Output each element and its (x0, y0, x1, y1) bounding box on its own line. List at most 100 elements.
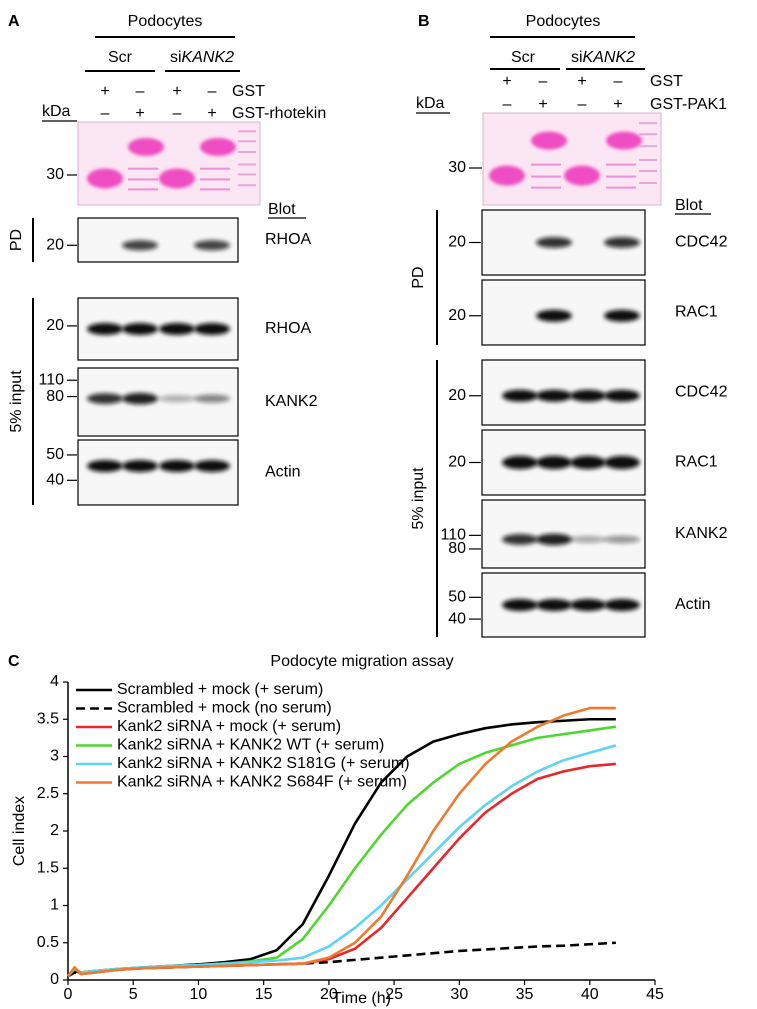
y-tick-label: 3.5 (37, 710, 59, 727)
ladder-band (238, 173, 256, 176)
blot-band (502, 389, 538, 402)
blot-band (194, 240, 230, 251)
y-tick-label: 0.5 (37, 934, 59, 951)
lane-sign: – (173, 105, 182, 122)
section-label: 5% input (8, 370, 25, 433)
gel-band (531, 131, 567, 150)
blot-name: RAC1 (675, 304, 718, 321)
blot-name: RHOA (265, 231, 312, 248)
lane-sign: – (614, 73, 623, 90)
gel-band-faint (200, 178, 230, 181)
lane-sign: + (172, 83, 181, 100)
y-tick-label: 1 (50, 897, 59, 914)
mw-marker: 30 (448, 159, 466, 176)
gel-band-faint (128, 188, 158, 191)
legend-label: Scrambled + mock (+ serum) (117, 681, 323, 698)
blot-band (570, 535, 606, 543)
panel-header: Podocytes (128, 13, 203, 30)
group-label-part: si (571, 49, 583, 66)
blot-header: Blot (675, 197, 703, 214)
mw-marker: 40 (46, 472, 64, 489)
x-tick-label: 5 (129, 986, 138, 1003)
group-label-part: KANK2 (182, 49, 235, 66)
x-tick-label: 0 (64, 986, 73, 1003)
lane-sign: + (135, 105, 144, 122)
blot-name: RHOA (265, 320, 312, 337)
row-label: GST (650, 73, 683, 90)
row-label: GST-rhotekin (232, 105, 326, 122)
blot-image (77, 217, 239, 263)
legend-label: Kank2 siRNA + mock (+ serum) (117, 718, 341, 735)
y-tick-label: 2.5 (37, 785, 59, 802)
x-tick-label: 10 (190, 986, 208, 1003)
mw-marker: 110 (440, 527, 466, 544)
blot-band (87, 323, 123, 335)
lane-sign: – (539, 73, 548, 90)
blot-band (604, 309, 640, 322)
lane-sign: – (136, 83, 145, 100)
x-tick-label: 40 (581, 986, 599, 1003)
blot-band (604, 237, 640, 248)
gel-band-faint (200, 167, 230, 170)
gel-band-faint (606, 186, 636, 189)
group-label: Scr (108, 49, 133, 66)
ladder-band (639, 170, 657, 173)
mw-marker: 50 (448, 589, 466, 606)
blot-image (77, 439, 239, 506)
mw-marker: 20 (448, 307, 466, 324)
series-line (66, 706, 616, 978)
blot-band (122, 240, 158, 251)
legend-label: Kank2 siRNA + KANK2 S684F (+ serum) (117, 774, 407, 791)
section-label: PD (8, 229, 25, 251)
x-tick-label: 30 (450, 986, 468, 1003)
mw-marker: 110 (38, 371, 64, 388)
blot-band (536, 309, 572, 322)
gel-band-faint (531, 186, 561, 189)
group-label-part: Scr (108, 49, 133, 66)
y-tick-label: 2 (50, 822, 59, 839)
y-tick-label: 4 (50, 673, 59, 690)
panel-label: A (8, 13, 20, 30)
lane-sign: + (100, 83, 109, 100)
gel-band (159, 168, 195, 189)
blot-band (159, 395, 195, 402)
lane-sign: – (101, 105, 110, 122)
section-label: 5% input (410, 467, 427, 530)
kda-label: kDa (416, 95, 445, 112)
ladder-band (639, 182, 657, 184)
mw-marker: 20 (448, 234, 466, 251)
ladder-band (238, 163, 256, 166)
group-label-part: Scr (511, 49, 536, 66)
blot-band (159, 460, 195, 472)
ladder-band (639, 122, 657, 125)
y-tick-label: 3 (50, 748, 59, 765)
gel-image (482, 112, 662, 206)
x-tick-label: 20 (320, 986, 338, 1003)
panel-label: C (8, 653, 20, 670)
gel-band-faint (128, 178, 158, 181)
mw-marker: 20 (448, 387, 466, 404)
ladder-band (238, 151, 256, 154)
mw-marker: 20 (46, 236, 64, 253)
ladder-band (238, 130, 256, 133)
panel-label: B (418, 13, 430, 30)
blot-band (502, 534, 538, 545)
gel-band-faint (531, 175, 561, 178)
group-label-part: si (170, 49, 182, 66)
mw-marker: 80 (46, 388, 64, 405)
gel-band-faint (200, 188, 230, 191)
group-label: siKANK2 (571, 49, 635, 66)
lane-sign: + (502, 73, 511, 90)
blot-name: Actin (265, 464, 301, 481)
blot-band (570, 599, 606, 611)
y-axis-label: Cell index (11, 796, 28, 866)
blot-header: Blot (268, 201, 296, 218)
gel-band (489, 165, 525, 186)
kda-label: kDa (42, 103, 71, 120)
lane-sign: – (208, 83, 217, 100)
chart-title: Podocyte migration assay (270, 653, 453, 670)
section-label: PD (410, 266, 427, 288)
gel-band (564, 165, 600, 186)
gel-band (606, 131, 642, 150)
